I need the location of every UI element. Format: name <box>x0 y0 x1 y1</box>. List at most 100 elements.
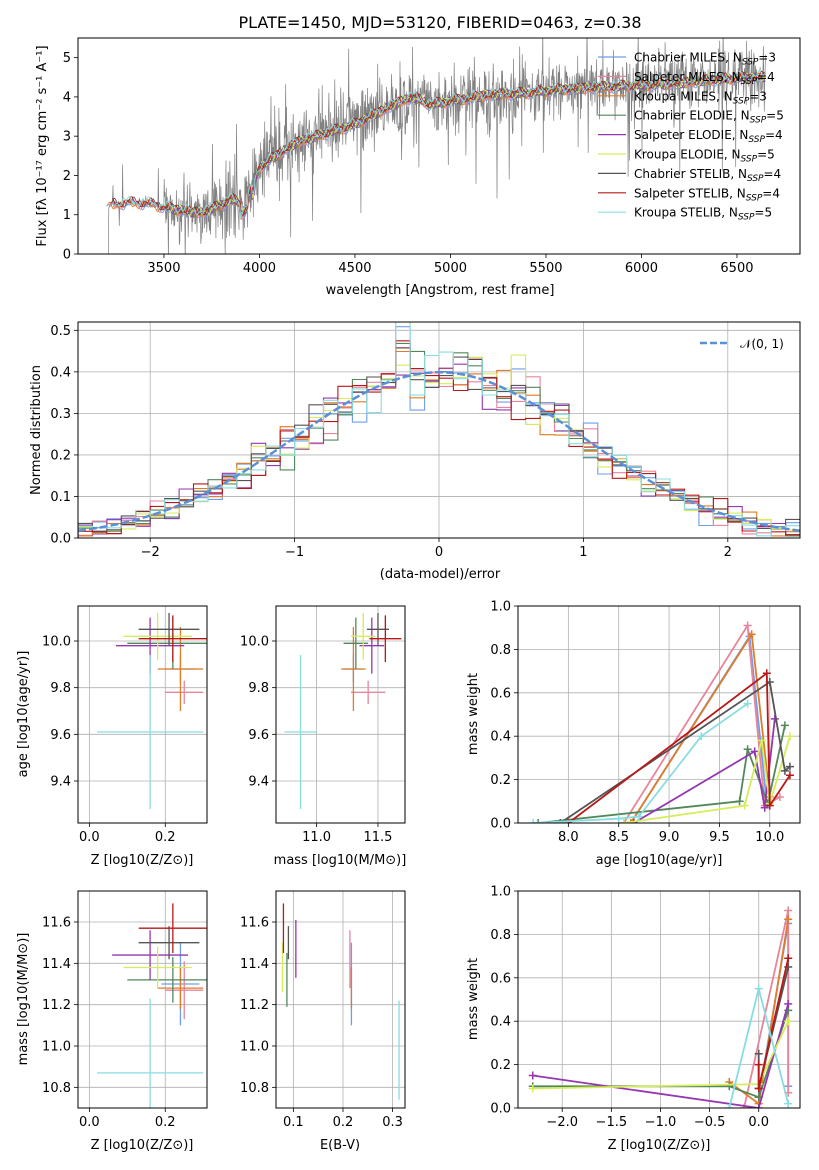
weight-marker-chabrier_elodie <box>743 745 752 754</box>
y-tick-label: 9.6 <box>248 728 269 743</box>
y-tick-label: 10.0 <box>240 635 269 650</box>
y-tick-label: 11.2 <box>240 998 269 1013</box>
y-tick-label: 1.0 <box>490 600 511 615</box>
x-tick-label: 8.5 <box>608 830 629 845</box>
weight-marker-kroupa_stelib <box>697 732 706 741</box>
spectrum-plot-area <box>106 38 766 254</box>
y-tick-label: 9.4 <box>50 775 71 790</box>
legend-label-salpeter_stelib: Salpeter STELIB, NSSP=4 <box>634 186 780 203</box>
weight-marker-kroupa_elodie <box>740 801 749 810</box>
weight-marker-salpeter_elodie <box>784 999 793 1008</box>
weight-marker-salpeter_stelib <box>754 1060 763 1069</box>
age-vs-metallicity-plot-area <box>96 613 207 809</box>
mass-vs-metallicity-x-label: Z [log10(Z/Z⊙)] <box>91 1138 194 1153</box>
weight-marker-kroupa_stelib <box>725 1104 734 1108</box>
age-vs-metallicity-axes-frame <box>77 605 208 824</box>
legend-label-salpeter_miles: Salpeter MILES, NSSP=4 <box>634 70 775 87</box>
x-tick-label: −2.0 <box>546 1115 578 1130</box>
y-tick-label: 11.2 <box>42 998 71 1013</box>
y-tick-label: 0.8 <box>490 643 511 658</box>
mass-weight-vs-age-x-label: age [log10(age/yr)] <box>596 853 723 868</box>
spectrum-x-label: wavelength [Angstrom, rest frame] <box>326 283 555 298</box>
weight-marker-salpeter_stelib <box>784 954 793 963</box>
y-tick-label: 9.6 <box>50 728 71 743</box>
age-vs-mass-x-label: mass [log10(M/M⊙)] <box>274 853 407 868</box>
x-tick-label: 6500 <box>720 261 753 276</box>
spectrum-legend: Chabrier MILES, NSSP=3 Salpeter MILES, NS… <box>598 51 784 223</box>
mass-vs-extinction-plot-area <box>281 903 400 1100</box>
y-tick-label: 0.2 <box>490 773 511 788</box>
mass-vs-extinction-panel: 0.1 0.2 0.3 10.8 11.0 11.2 11.4 11.6 E(B-V) <box>240 890 406 1153</box>
y-tick-label: 0.6 <box>490 971 511 986</box>
weight-marker-chabrier_stelib <box>754 1049 763 1058</box>
x-tick-label: −1.5 <box>596 1115 628 1130</box>
y-tick-label: 11.0 <box>42 1040 71 1055</box>
weight-marker-chabrier_elodie <box>725 1082 734 1091</box>
y-tick-label: 0.5 <box>50 324 71 339</box>
mass-weight-vs-metallicity-x-label: Z [log10(Z/Z⊙)] <box>608 1138 711 1153</box>
weight-marker-kroupa_miles <box>747 630 756 639</box>
age-vs-metallicity-grid <box>78 606 207 823</box>
y-tick-label: 1.0 <box>490 885 511 900</box>
weight-marker-chabrier_elodie <box>735 797 744 806</box>
y-tick-label: 0.2 <box>490 1058 511 1073</box>
legend-label-chabrier_miles: Chabrier MILES, NSSP=3 <box>634 51 776 68</box>
x-tick-label: 11.0 <box>302 830 331 845</box>
weight-marker-kroupa_stelib <box>784 1099 793 1108</box>
x-tick-label: 5500 <box>529 261 562 276</box>
y-tick-label: 4 <box>63 90 71 105</box>
weight-marker-salpeter_elodie <box>760 803 769 812</box>
weight-marker-salpeter_miles <box>743 621 752 630</box>
y-tick-label: 1 <box>63 208 71 223</box>
y-tick-label: 2 <box>63 169 71 184</box>
weight-marker-chabrier_stelib <box>785 762 794 771</box>
y-tick-label: 3 <box>63 130 71 145</box>
y-tick-label: 0.6 <box>490 686 511 701</box>
weight-marker-salpeter_stelib <box>765 801 774 810</box>
mass-vs-metallicity-axes-frame <box>77 890 208 1109</box>
mass-weight-vs-age-y-label: mass weight <box>466 673 481 755</box>
y-tick-label: 10.8 <box>42 1081 71 1096</box>
normal-distribution-curve <box>78 371 800 532</box>
residuals-legend: 𝒩(0, 1) <box>700 337 784 351</box>
mass-vs-metallicity-ticks: 0.0 0.2 10.8 11.0 11.2 11.4 11.6 <box>42 916 176 1131</box>
x-tick-label: 4000 <box>243 261 276 276</box>
y-tick-label: 0.8 <box>490 928 511 943</box>
weight-line-chabrier_stelib <box>559 681 791 823</box>
mass-vs-extinction-grid <box>276 891 405 1108</box>
spectrum-ticks: 3500 4000 4500 5000 5500 6000 6500 0 1 2 3 4 5 <box>63 51 754 276</box>
y-tick-label: 9.8 <box>50 681 71 696</box>
age-vs-mass-ticks: 11.0 11.5 9.4 9.6 9.8 10.0 <box>240 635 392 846</box>
y-tick-label: 0.0 <box>50 532 71 547</box>
spectrum-title: PLATE=1450, MJD=53120, FIBERID=0463, z=0… <box>238 13 641 32</box>
x-tick-label: −2 <box>141 545 160 560</box>
weight-marker-salpeter_elodie <box>528 1071 537 1080</box>
x-tick-label: 4500 <box>338 261 371 276</box>
mass-weight-vs-age-plot-area <box>529 621 794 823</box>
legend-label-kroupa_stelib: Kroupa STELIB, NSSP=5 <box>634 206 772 223</box>
y-tick-label: 11.0 <box>240 1040 269 1055</box>
y-tick-label: 5 <box>63 51 71 66</box>
mass-vs-metallicity-grid <box>78 891 207 1108</box>
spectrum-panel: PLATE=1450, MJD=53120, FIBERID=0463, z=0… <box>35 13 801 298</box>
weight-marker-chabrier_elodie <box>780 721 789 730</box>
weight-marker-kroupa_elodie <box>785 732 794 741</box>
x-tick-label: 0.2 <box>155 830 176 845</box>
weight-marker-salpeter_stelib <box>785 771 794 780</box>
y-tick-label: 11.4 <box>42 957 71 972</box>
weight-marker-chabrier_stelib <box>780 766 789 775</box>
x-tick-label: 5000 <box>434 261 467 276</box>
y-tick-label: 10.0 <box>42 635 71 650</box>
x-tick-label: 0.0 <box>79 1115 100 1130</box>
y-tick-label: 0 <box>63 248 71 263</box>
mass-weight-vs-metallicity-axes-frame <box>517 890 801 1109</box>
x-tick-label: 8.0 <box>558 830 579 845</box>
x-tick-label: 2 <box>724 545 732 560</box>
x-tick-label: 0.2 <box>333 1115 354 1130</box>
y-tick-label: 11.6 <box>240 916 269 931</box>
age-vs-metallicity-x-label: Z [log10(Z/Z⊙)] <box>91 853 194 868</box>
mass-vs-extinction-axes-frame <box>275 890 406 1109</box>
legend-label-chabrier_elodie: Chabrier ELODIE, NSSP=5 <box>634 109 784 126</box>
weight-marker-kroupa_stelib <box>614 814 623 823</box>
spectrum-axes-frame <box>77 37 801 255</box>
